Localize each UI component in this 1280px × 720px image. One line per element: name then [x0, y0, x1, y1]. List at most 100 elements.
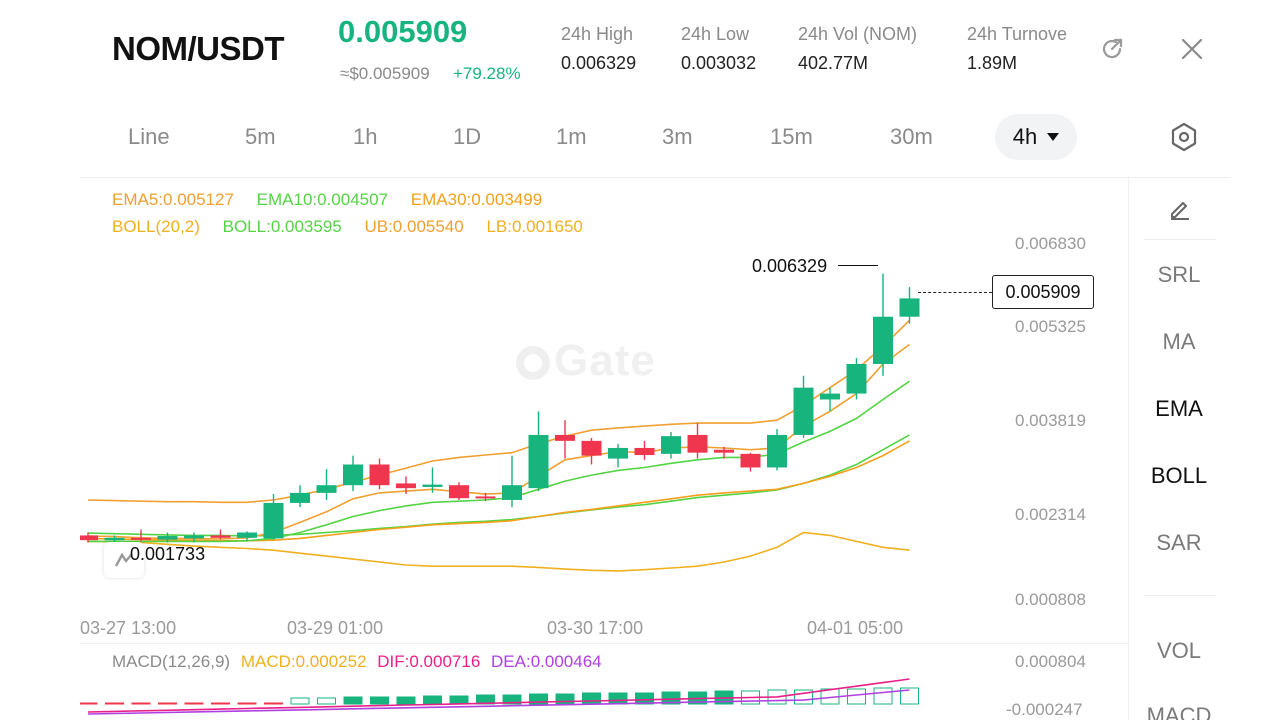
stat-high-label: 24h High [561, 24, 634, 44]
tab-15m[interactable]: 15m [770, 124, 813, 149]
macd-axis-label: -0.000247 [1006, 700, 1083, 719]
stat-low-value: 0.003032 [681, 53, 757, 73]
candle [714, 446, 734, 459]
candle-body [502, 485, 522, 500]
pair-title: NOM/USDT [112, 30, 285, 67]
macd-bar [317, 697, 336, 705]
candle [343, 455, 363, 492]
pencil-icon[interactable] [1163, 192, 1197, 226]
tab-4h-label: 4h [1012, 124, 1038, 149]
candle-body [714, 449, 734, 453]
candle [634, 440, 655, 460]
boll-lower-line [88, 531, 910, 572]
draw-tool-icon[interactable] [104, 542, 144, 578]
candle [80, 532, 98, 543]
candle [131, 529, 151, 542]
candle-body [157, 536, 178, 540]
macd-bar [502, 694, 522, 705]
change-percent: +79.28% [453, 64, 521, 83]
candle-body [104, 537, 125, 541]
candle [873, 273, 893, 376]
macd-bar [370, 696, 389, 705]
current-price-tag: 0.005909 [992, 275, 1094, 309]
macd-bar [900, 687, 919, 705]
time-axis-label: 03-27 13:00 [80, 618, 177, 638]
macd-value: MACD:0.000252 [240, 652, 367, 671]
tab-4h-selected[interactable]: 4h [995, 114, 1077, 160]
side-srl[interactable]: SRL [1157, 262, 1201, 287]
tab-1d[interactable]: 1D [453, 124, 482, 149]
dea-line [87, 689, 910, 715]
stat-volume-label: 24h Vol (NOM) [798, 24, 918, 44]
macd-bar [608, 692, 628, 705]
candle [157, 532, 178, 543]
side-divider-bottom [1144, 595, 1216, 596]
boll-legend: BOLL(20,2) BOLL:0.003595 UB:0.005540 LB:… [112, 217, 583, 237]
candle-body [343, 464, 363, 486]
caret-down-icon [1047, 133, 1060, 141]
candle-body [316, 485, 337, 493]
gate-logo-icon [516, 346, 550, 381]
tab-5m[interactable]: 5m [245, 124, 276, 149]
macd-bar [80, 702, 98, 705]
candle [502, 455, 522, 508]
side-ema[interactable]: EMA [1155, 396, 1203, 421]
candle [687, 423, 708, 459]
price-axis-label: 0.000808 [1015, 590, 1086, 609]
price-axis-label: 0.003819 [1015, 411, 1086, 430]
side-boll[interactable]: BOLL [1150, 463, 1208, 488]
settings-hexagon-icon[interactable] [1167, 120, 1201, 154]
candle-body [555, 434, 575, 441]
candle-body [873, 316, 893, 365]
candlestick-chart[interactable] [80, 178, 1128, 610]
stat-volume-value: 402.77M [798, 53, 869, 73]
candle-body [793, 387, 814, 435]
candle [608, 443, 628, 468]
candle-body [290, 492, 310, 503]
macd-bar [794, 689, 813, 705]
tab-1h[interactable]: 1h [353, 124, 378, 149]
stat-high-value: 0.006329 [561, 53, 637, 73]
candle-body [740, 453, 761, 468]
macd-bar [873, 687, 893, 705]
candle-body [369, 464, 390, 486]
side-ma[interactable]: MA [1162, 329, 1196, 354]
candle-body [210, 535, 231, 538]
macd-bar [555, 693, 575, 705]
dif-line [87, 678, 910, 713]
candle [449, 482, 469, 500]
boll-lb-value: LB:0.001650 [486, 217, 583, 236]
approx-usd-price: ≈$0.005909 [340, 64, 430, 83]
macd-params: MACD(12,26,9) [112, 652, 231, 671]
boll-mid-value: BOLL:0.003595 [222, 217, 342, 236]
tab-line[interactable]: Line [128, 124, 170, 149]
candle-body [820, 393, 840, 400]
macd-bar [847, 688, 866, 705]
tab-1m[interactable]: 1m [556, 124, 587, 149]
macd-legend: MACD(12,26,9) MACD:0.000252 DIF:0.000716… [112, 652, 602, 672]
close-icon[interactable] [1175, 32, 1209, 66]
macd-bar [423, 695, 442, 705]
macd-chart [80, 678, 919, 715]
candle [767, 429, 787, 471]
side-vol[interactable]: VOL [1156, 638, 1202, 663]
watermark-text: Gate [554, 336, 656, 385]
side-sar[interactable]: SAR [1156, 530, 1202, 555]
macd-bar [582, 692, 601, 705]
candle-body [422, 484, 443, 487]
macd-bar [184, 702, 204, 705]
candle-body [528, 434, 549, 489]
boll-params: BOLL(20,2) [112, 217, 200, 236]
tab-3m[interactable]: 3m [662, 124, 693, 149]
side-macd[interactable]: MACD [1146, 703, 1212, 720]
macd-bar [396, 696, 416, 705]
candle-body [634, 447, 655, 456]
tabs-divider [80, 177, 1230, 178]
candle-body [263, 502, 284, 539]
external-link-icon[interactable] [1095, 32, 1129, 66]
stat-low-label: 24h Low [681, 24, 750, 44]
macd-bar [237, 702, 257, 705]
tab-30m[interactable]: 30m [890, 124, 933, 149]
watermark-logo: Gate [516, 336, 656, 386]
candle-body [767, 434, 787, 468]
